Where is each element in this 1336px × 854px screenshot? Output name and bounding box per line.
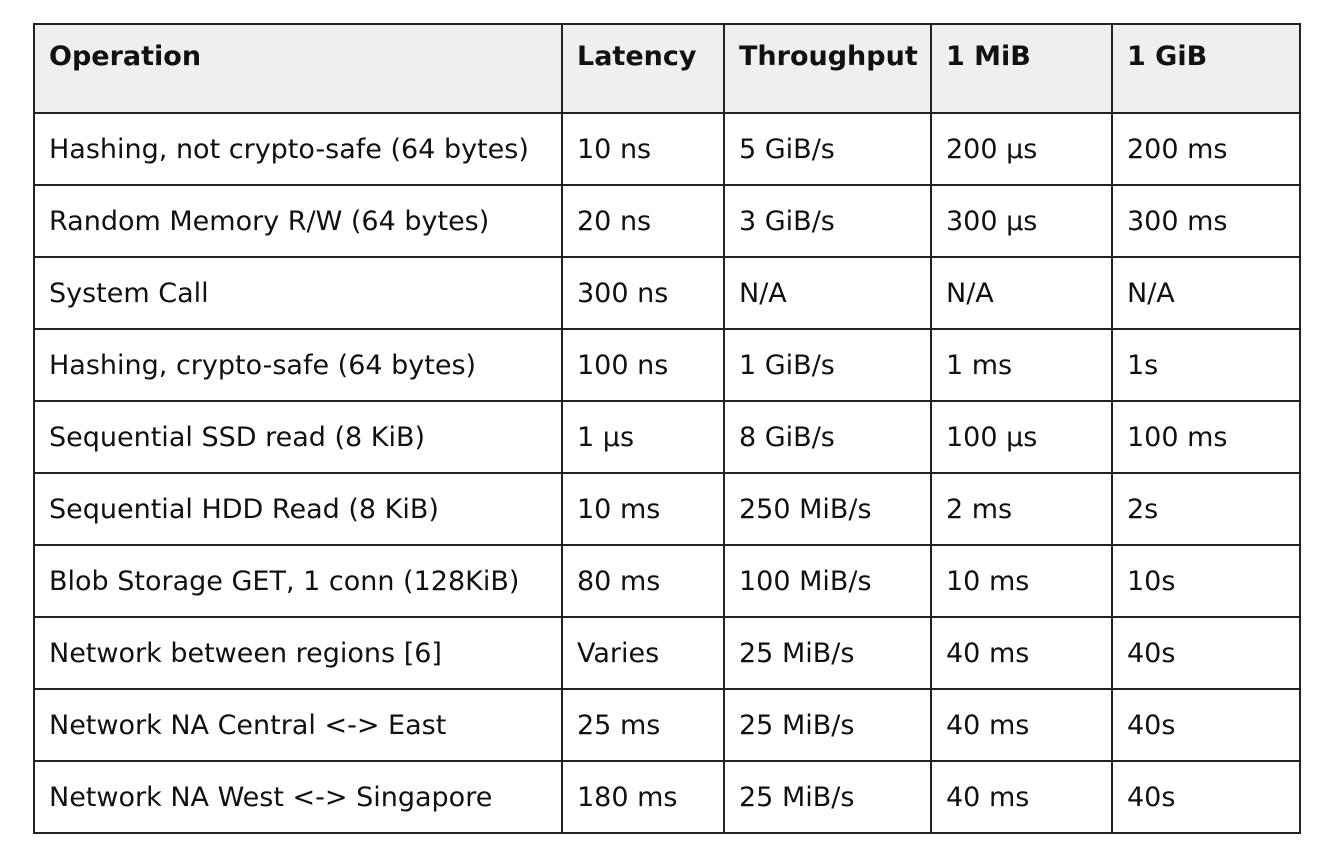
table-cell: 5 GiB/s [723,112,932,186]
table-row: Sequential HDD Read (8 KiB) 10 ms 250 MiB/… [33,472,1301,546]
header-cell: Latency [561,23,725,114]
table-cell: 300 ms [1111,184,1301,258]
table-cell: 100 ms [1111,400,1301,474]
table-cell: 100 MiB/s [723,544,932,618]
table-cell: 300 ns [561,256,725,330]
table-cell: 40 ms [930,760,1113,834]
table-cell: 3 GiB/s [723,184,932,258]
table-cell: 1s [1111,328,1301,402]
table-row: Blob Storage GET, 1 conn (128KiB) 80 ms 10… [33,544,1301,618]
table-cell: Network NA Central <-> East [33,688,563,762]
table-cell: 200 ms [1111,112,1301,186]
table-cell: 40s [1111,616,1301,690]
table-cell: 20 ns [561,184,725,258]
header-cell: Throughput [723,23,932,114]
table-cell: Random Memory R/W (64 bytes) [33,184,563,258]
table-cell: 2s [1111,472,1301,546]
table-cell: 180 ms [561,760,725,834]
table-row: Network NA Central <-> East 25 ms 25 MiB/s… [33,688,1301,762]
table-cell: 100 µs [930,400,1113,474]
table-cell: 25 MiB/s [723,616,932,690]
table-row: Network between regions [6] Varies 25 MiB/… [33,616,1301,690]
table-cell: 25 MiB/s [723,760,932,834]
table-cell: Hashing, not crypto-safe (64 bytes) [33,112,563,186]
table-cell: Varies [561,616,725,690]
header-row: Operation Latency Throughput 1 MiB 1 GiB [33,23,1301,114]
table-cell: System Call [33,256,563,330]
table-cell: 10 ms [561,472,725,546]
table-cell: 200 µs [930,112,1113,186]
table-row: Random Memory R/W (64 bytes) 20 ns 3 GiB/s… [33,184,1301,258]
table-cell: 2 ms [930,472,1113,546]
table-cell: 40s [1111,760,1301,834]
table-cell: Sequential SSD read (8 KiB) [33,400,563,474]
table-cell: 80 ms [561,544,725,618]
table-row: Network NA West <-> Singapore 180 ms 25 Mi… [33,760,1301,834]
table-cell: N/A [723,256,932,330]
table-cell: 300 µs [930,184,1113,258]
table-row: Hashing, not crypto-safe (64 bytes) 10 ns… [33,112,1301,186]
table-row: System Call 300 ns N/A N/A N/A [33,256,1301,330]
table-cell: 40s [1111,688,1301,762]
table-cell: 250 MiB/s [723,472,932,546]
table-cell: N/A [1111,256,1301,330]
header-cell: Operation [33,23,563,114]
table-cell: 25 MiB/s [723,688,932,762]
table-cell: 10 ns [561,112,725,186]
table-cell: 1 ms [930,328,1113,402]
table-cell: 40 ms [930,688,1113,762]
table-cell: Hashing, crypto-safe (64 bytes) [33,328,563,402]
table-cell: 8 GiB/s [723,400,932,474]
table-cell: Sequential HDD Read (8 KiB) [33,472,563,546]
table-cell: 10s [1111,544,1301,618]
table-cell: 10 ms [930,544,1113,618]
data-table: Operation Latency Throughput 1 MiB 1 GiB Has… [33,23,1301,834]
table-cell: 1 GiB/s [723,328,932,402]
table-cell: Blob Storage GET, 1 conn (128KiB) [33,544,563,618]
table-row: Sequential SSD read (8 KiB) 1 µs 8 GiB/s 10… [33,400,1301,474]
header-cell: 1 GiB [1111,23,1301,114]
table-cell: Network NA West <-> Singapore [33,760,563,834]
header-cell: 1 MiB [930,23,1113,114]
table-cell: Network between regions [6] [33,616,563,690]
table-row: Hashing, crypto-safe (64 bytes) 100 ns 1 G… [33,328,1301,402]
table-cell: 25 ms [561,688,725,762]
table-cell: N/A [930,256,1113,330]
table-cell: 1 µs [561,400,725,474]
table-cell: 100 ns [561,328,725,402]
table-cell: 40 ms [930,616,1113,690]
